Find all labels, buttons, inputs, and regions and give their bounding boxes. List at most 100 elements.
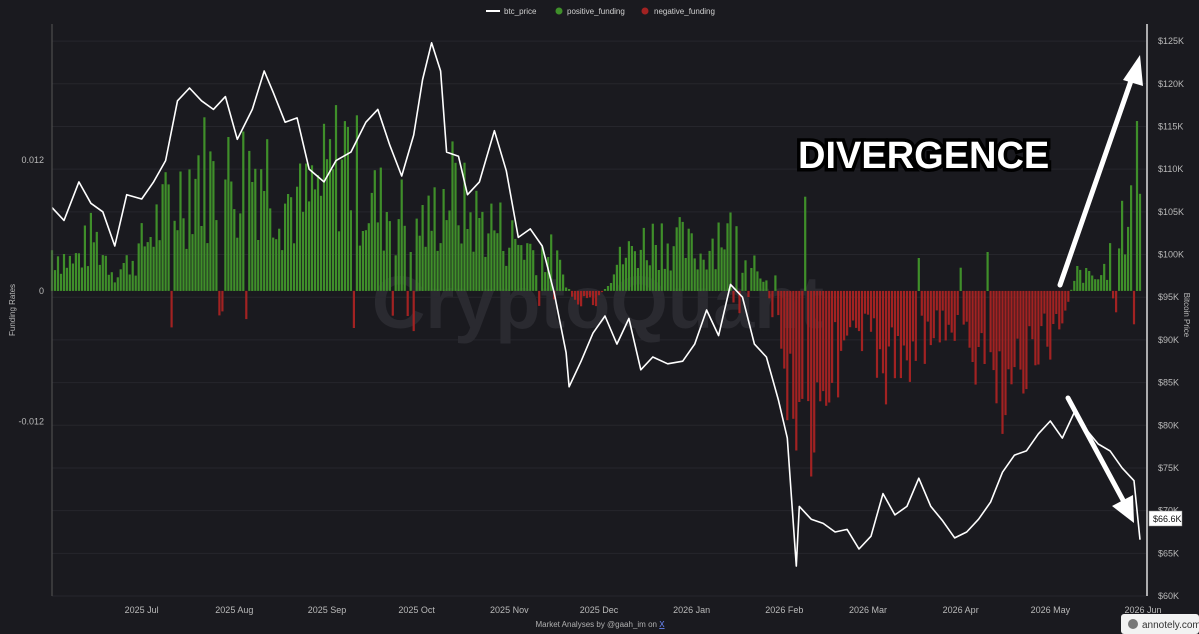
negative-funding-bar: [352, 290, 355, 328]
positive-funding-bar: [278, 228, 281, 291]
positive-funding-bar: [302, 211, 305, 291]
negative-funding-bar: [950, 290, 953, 333]
positive-funding-bar: [1091, 275, 1094, 291]
negative-funding-bar: [412, 290, 415, 332]
positive-funding-bar: [526, 243, 529, 291]
positive-funding-bar: [550, 234, 553, 291]
credit-link-x[interactable]: X: [659, 620, 665, 629]
positive-funding-bar: [478, 218, 481, 291]
positive-funding-bar: [699, 253, 702, 291]
negative-funding-bar: [783, 290, 786, 369]
positive-funding-bar: [188, 169, 191, 291]
negative-funding-bar: [926, 290, 929, 322]
right-tick-label: $125K: [1158, 36, 1184, 46]
positive-funding-bar: [173, 220, 176, 291]
positive-funding-bar: [1100, 275, 1103, 291]
negative-funding-bar: [1007, 290, 1010, 370]
positive-funding-bar: [472, 251, 475, 291]
positive-funding-bar: [349, 210, 352, 291]
negative-funding-bar: [819, 290, 822, 402]
positive-funding-bar: [209, 151, 212, 291]
negative-funding-bar: [786, 290, 789, 421]
positive-funding-bar: [663, 268, 666, 291]
positive-funding-bar: [484, 256, 487, 291]
positive-funding-bar: [959, 267, 962, 291]
positive-funding-bar: [227, 137, 230, 291]
positive-funding-bar: [711, 238, 714, 291]
positive-funding-bar: [675, 227, 678, 291]
negative-funding-bar: [890, 290, 893, 328]
positive-funding-bar: [439, 243, 442, 291]
positive-funding-bar: [134, 275, 137, 291]
left-tick-label: -0.012: [18, 417, 44, 427]
negative-funding-bar: [580, 290, 583, 307]
x-tick-label: 2026 Jun: [1124, 605, 1161, 615]
positive-funding-bar: [723, 249, 726, 291]
credit-prefix: Market Analyses by @gaah_im on: [535, 620, 659, 629]
negative-funding-bar: [1067, 290, 1070, 302]
positive-funding-bar: [296, 186, 299, 291]
negative-funding-bar: [597, 290, 601, 296]
right-tick-label: $115K: [1158, 121, 1183, 131]
positive-funding-bar: [83, 225, 86, 291]
negative-funding-bar: [406, 290, 409, 316]
x-tick-label: 2025 Jul: [125, 605, 159, 615]
legend-item-btc-price[interactable]: btc_price: [486, 7, 537, 16]
legend-label-negative-funding: negative_funding: [654, 7, 715, 16]
positive-funding-bar: [364, 230, 367, 291]
legend-item-negative-funding[interactable]: negative_funding: [641, 7, 715, 16]
positive-funding-bar: [681, 221, 684, 291]
negative-funding-bar: [938, 290, 941, 343]
positive-funding-bar: [104, 255, 107, 291]
right-tick-label: $85K: [1158, 378, 1179, 388]
negative-funding-bar: [771, 290, 774, 318]
funding-bars: [50, 105, 1142, 477]
legend-item-positive-funding[interactable]: positive_funding: [555, 7, 625, 16]
positive-funding-bar: [367, 223, 370, 291]
positive-funding-bar: [523, 259, 526, 291]
positive-funding-bar: [454, 162, 457, 291]
positive-funding-bar: [1130, 185, 1133, 291]
negative-funding-bar: [600, 290, 604, 293]
positive-funding-bar: [284, 203, 287, 291]
negative-funding-bar: [1004, 290, 1007, 416]
positive-funding-bar: [388, 221, 391, 291]
positive-funding-bar: [669, 270, 672, 291]
svg-text:$66.6K: $66.6K: [1153, 514, 1182, 524]
right-tick-label: $110K: [1158, 164, 1183, 174]
right-tick-label: $65K: [1158, 548, 1179, 558]
positive-funding-bar: [403, 225, 406, 291]
negative-funding-bar: [538, 290, 541, 306]
positive-funding-bar: [116, 277, 119, 291]
positive-funding-bar: [1079, 269, 1082, 291]
positive-funding-bar: [505, 265, 508, 291]
positive-funding-bar: [122, 263, 125, 291]
negative-funding-bar: [1112, 290, 1115, 299]
positive-funding-bar: [343, 121, 346, 291]
negative-funding-bar: [857, 290, 861, 332]
negative-funding-bar: [929, 290, 932, 346]
negative-funding-bar: [583, 290, 586, 297]
negative-funding-bar: [574, 290, 577, 300]
positive-funding-bar: [511, 220, 514, 291]
negative-funding-bar: [1052, 290, 1055, 324]
negative-funding-bar: [953, 290, 956, 341]
positive-funding-bar: [1088, 271, 1091, 291]
negative-funding-bar: [893, 290, 896, 379]
negative-funding-bar: [591, 290, 595, 306]
negative-funding-bar: [831, 290, 834, 383]
negative-funding-bar: [732, 290, 735, 303]
positive-funding-bar: [678, 217, 681, 291]
positive-funding-bar: [1094, 279, 1097, 291]
annotely-badge: annotely.com: [1121, 614, 1199, 634]
positive-funding-bar: [648, 265, 651, 291]
positive-funding-bar: [735, 226, 738, 291]
negative-funding-bar: [1132, 290, 1136, 325]
positive-funding-bar: [334, 105, 338, 291]
positive-funding-bar: [654, 245, 657, 291]
positive-funding-bar: [726, 223, 729, 291]
positive-funding-bar: [316, 175, 320, 291]
positive-funding-bar: [68, 255, 71, 291]
positive-funding-bar: [750, 268, 753, 291]
positive-funding-bar: [346, 127, 349, 291]
